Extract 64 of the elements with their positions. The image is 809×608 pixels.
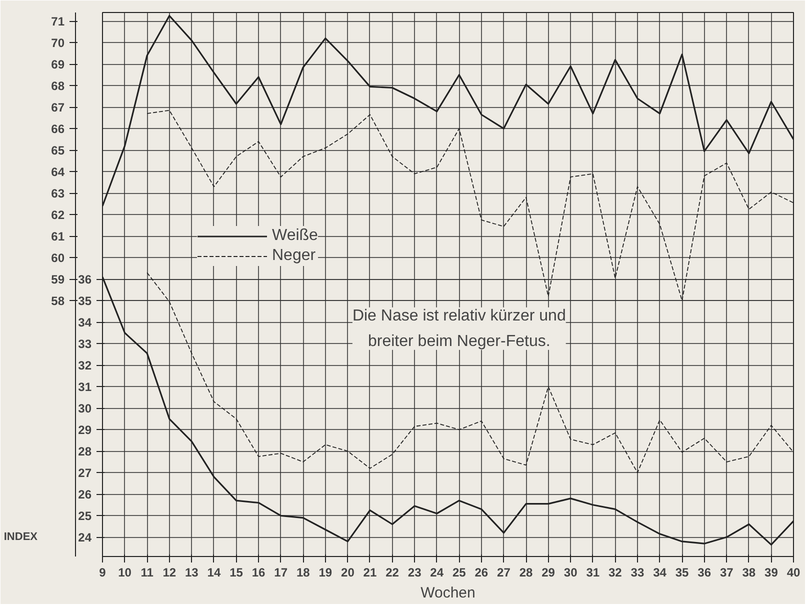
y2-tick-label: 35 [78,294,92,308]
x-tick-label: 21 [363,566,377,580]
y-tick-label: 59 [51,272,65,287]
x-tick-label: 10 [118,566,132,580]
x-tick-label: 26 [474,566,488,580]
y-tick-label: 62 [51,208,65,222]
x-tick-label: 31 [586,566,600,580]
x-tick-label: 14 [207,566,221,580]
y2-tick-label: 31 [78,380,92,394]
x-tick-label: 38 [742,566,756,580]
x-tick-label: 18 [296,566,310,580]
y2-tick-label: 25 [78,509,92,524]
x-tick-label: 35 [675,566,690,580]
x-tick-label: 32 [608,566,622,580]
text: INDEX [4,531,38,544]
y-tick-label: 68 [51,79,65,94]
x-tick-label: 40 [786,566,800,580]
y2-tick-label: 27 [78,466,92,480]
y2-tick-label: 36 [78,272,92,287]
y-tick-label: 69 [51,58,65,72]
x-tick-label: 37 [720,566,734,580]
x-tick-label: 19 [318,566,332,580]
y2-tick-label: 32 [78,358,92,373]
x-tick-label: 17 [274,566,288,580]
x-tick-label: 30 [564,566,578,580]
x-tick-label: 33 [630,566,644,580]
y-tick-label: 70 [51,36,65,50]
y-tick-label: 66 [51,122,65,136]
x-tick-label: 11 [140,566,154,580]
y2-tick-label: 30 [78,402,92,416]
annotation: Die Nase ist relativ kürzer und breiter beim Neger-Fetus. [352,307,566,350]
x-tick-label: 27 [497,566,511,580]
x-tick-label: 34 [653,566,667,580]
y-tick-label: 58 [51,294,65,308]
y2-tick-label: 26 [78,488,92,502]
y-tick-label: 61 [51,230,65,244]
legend-label: Neger [272,247,316,265]
legend-label: Weiße [272,227,318,245]
x-tick-label: 36 [698,566,712,580]
x-tick-label: 22 [386,566,400,580]
x-tick-label: 23 [408,566,422,580]
x-tick-label: 29 [542,566,556,580]
y-tick-label: 65 [51,144,65,158]
y-tick-label: 67 [51,100,65,115]
x-tick-label: 15 [230,566,244,580]
y-tick-label: 71 [51,14,65,29]
x-tick-label: 24 [430,566,444,580]
y2-tick-label: 24 [78,530,92,545]
y-tick-label: 60 [51,251,65,266]
y2-tick-label: 33 [78,337,92,352]
x-tick-label: 39 [764,566,778,580]
x-tick-label: 13 [184,566,199,580]
x-axis-title: Wochen [420,584,476,602]
x-tick-label: 25 [452,566,466,580]
x-tick-label: 28 [519,566,534,580]
y-tick-label: 64 [51,165,65,180]
y2-tick-label: 34 [78,316,92,330]
y-tick-label: 63 [51,186,65,201]
x-tick-label: 20 [341,566,355,580]
x-tick-label: 16 [252,566,266,580]
x-tick-label: 12 [162,566,176,580]
y2-tick-label: 28 [78,444,92,459]
y2-tick-label: 29 [78,423,92,438]
x-tick-label: 9 [99,566,106,580]
